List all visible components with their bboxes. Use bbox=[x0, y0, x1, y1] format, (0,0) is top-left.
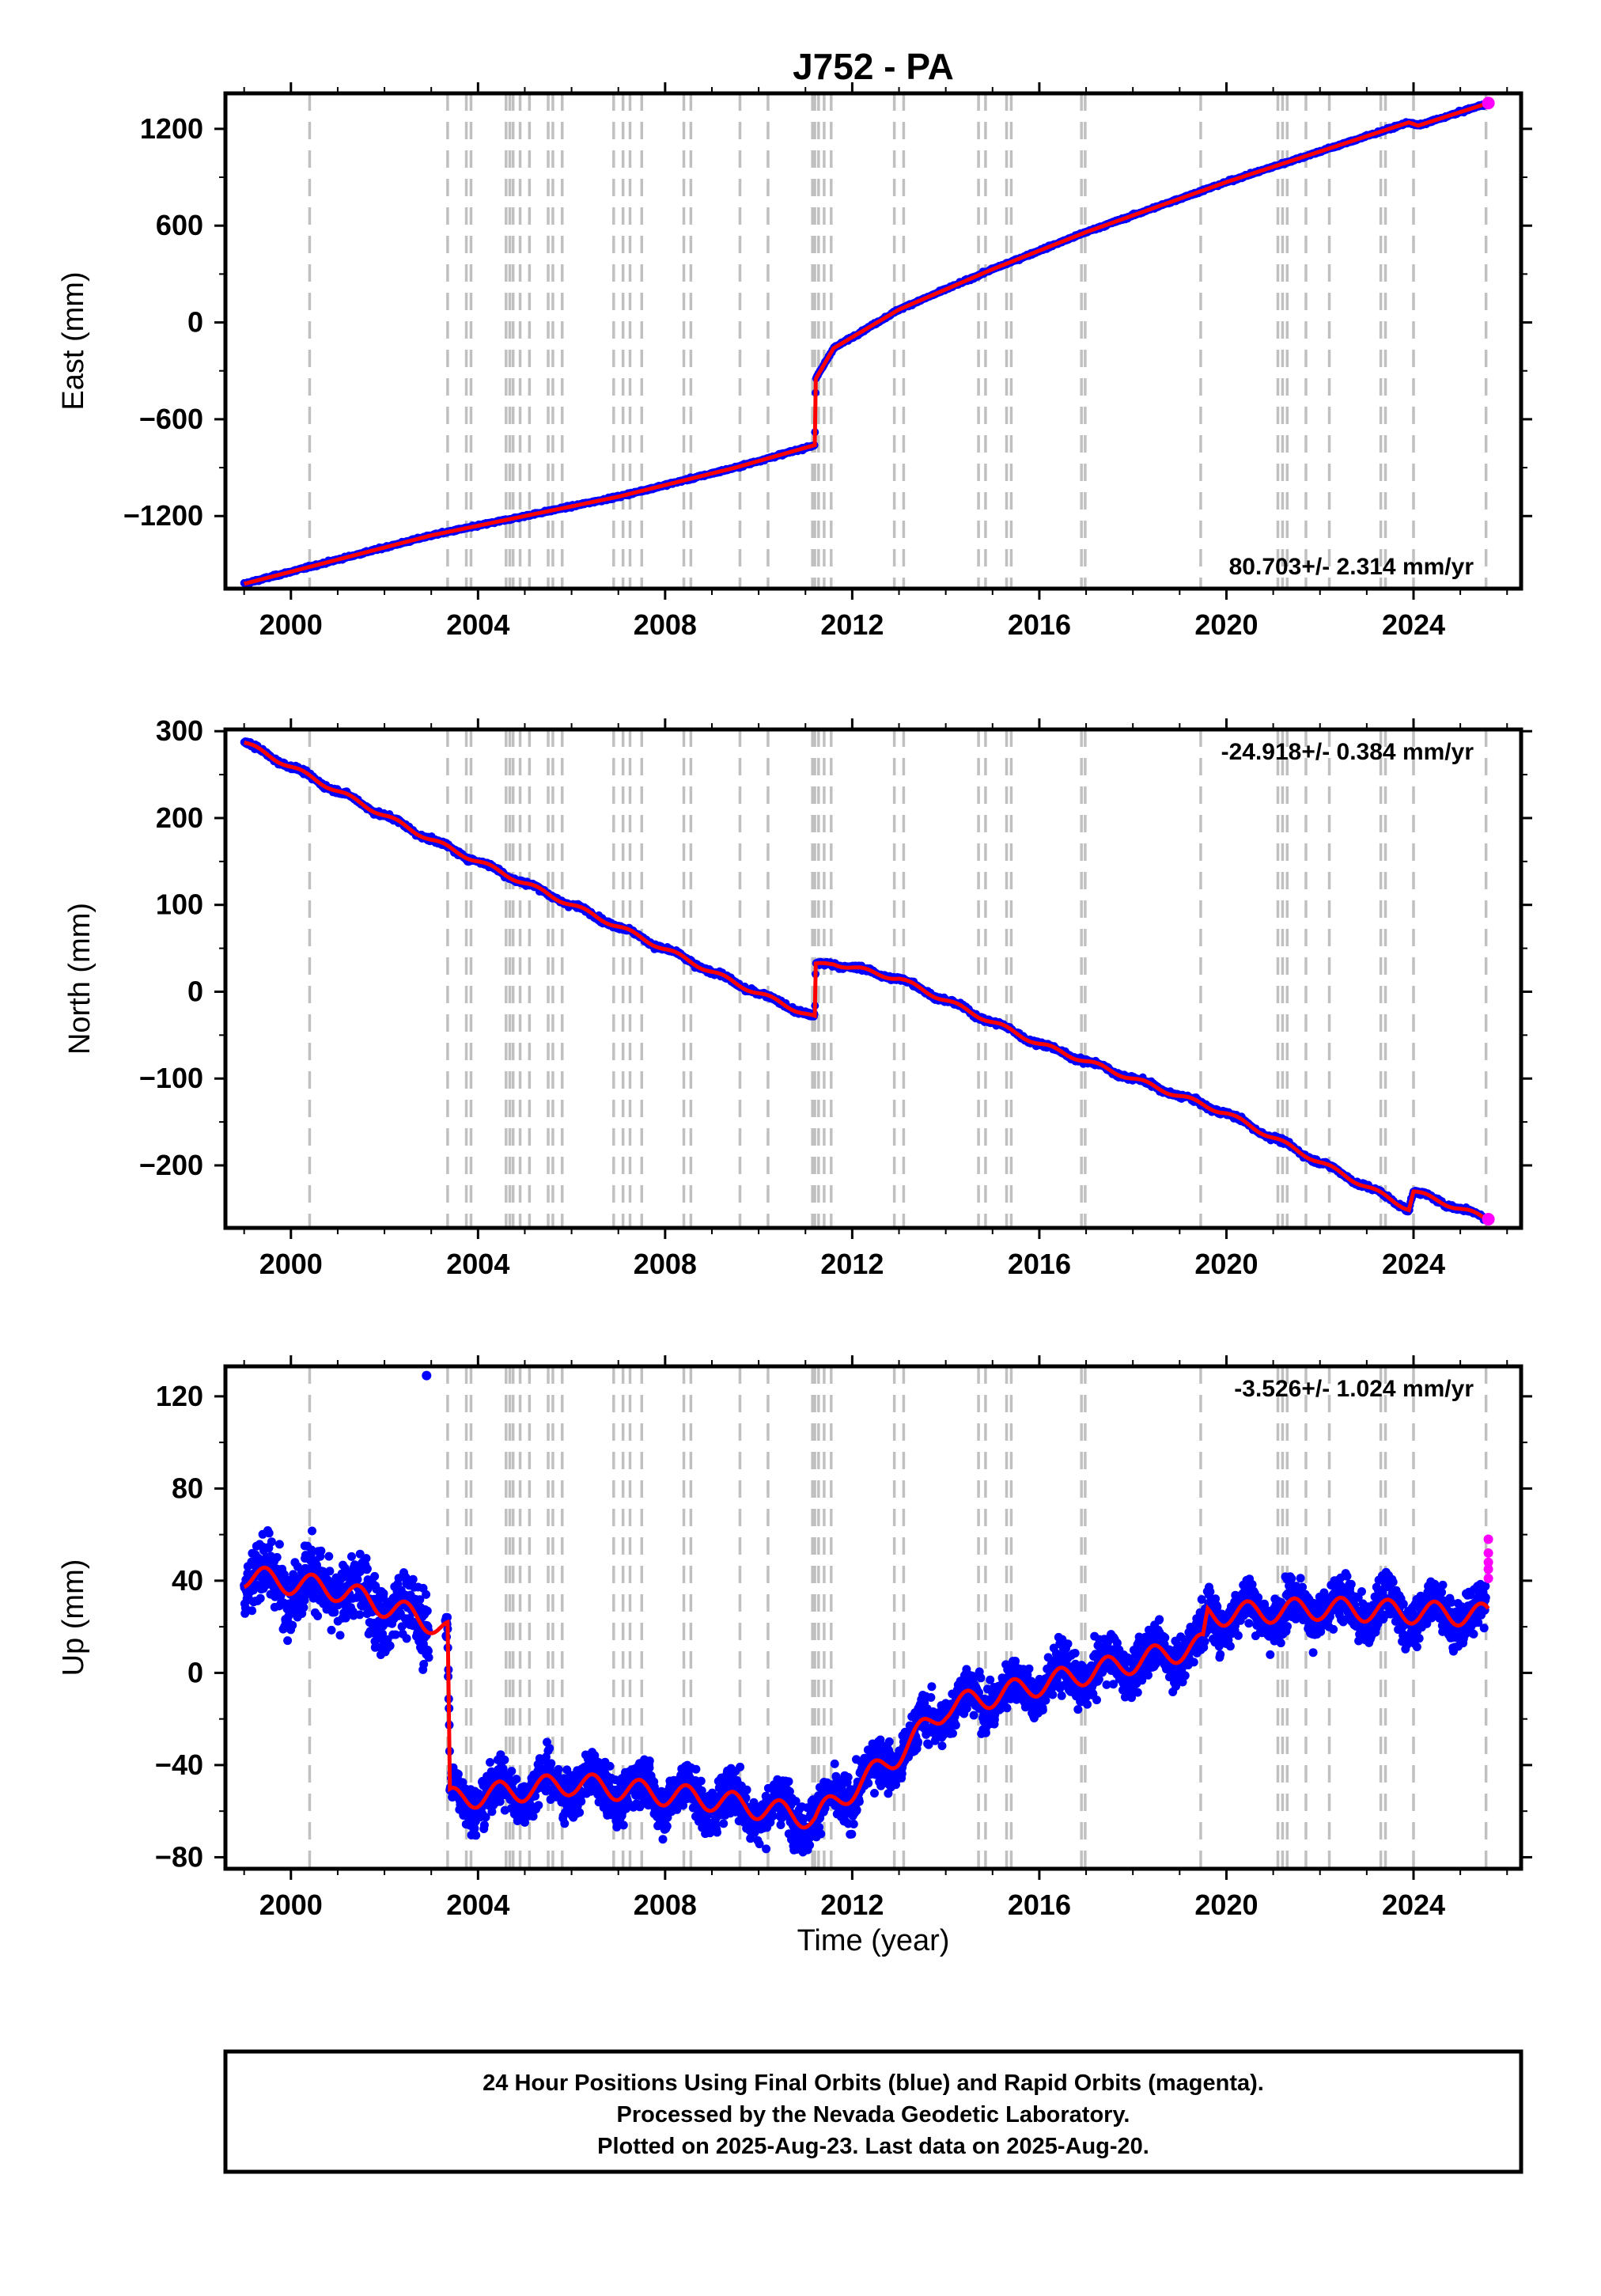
rapid-point bbox=[1482, 97, 1495, 110]
event-lines bbox=[308, 729, 1488, 1228]
data-point bbox=[272, 1552, 282, 1562]
y-tick-label: −600 bbox=[139, 403, 203, 435]
up-final-points bbox=[240, 1370, 1490, 1857]
north-final-points bbox=[240, 737, 1490, 1224]
rapid-point bbox=[1482, 1213, 1495, 1226]
north-rate-label: -24.918+/- 0.384 mm/yr bbox=[1221, 739, 1474, 765]
data-point bbox=[267, 1537, 276, 1547]
y-tick-label: 600 bbox=[156, 209, 203, 241]
x-tick-label: 2000 bbox=[259, 608, 323, 641]
data-point bbox=[264, 1529, 274, 1538]
x-tick-label: 2016 bbox=[1008, 1248, 1071, 1280]
y-tick-label: 0 bbox=[187, 306, 203, 339]
x-tick-label: 2012 bbox=[820, 1248, 884, 1280]
east-y-axis-label: East (mm) bbox=[57, 271, 90, 410]
x-tick-label: 2008 bbox=[634, 608, 697, 641]
east-rate-label: 80.703+/- 2.314 mm/yr bbox=[1229, 554, 1474, 580]
x-tick-label: 2020 bbox=[1194, 1248, 1258, 1280]
x-tick-label: 2012 bbox=[820, 608, 884, 641]
x-tick-label: 2024 bbox=[1382, 1248, 1445, 1280]
north-y-axis-label: North (mm) bbox=[63, 903, 97, 1055]
data-point bbox=[248, 1606, 257, 1616]
y-tick-label: −200 bbox=[139, 1149, 203, 1181]
data-point bbox=[283, 1636, 293, 1646]
y-tick-label: 1200 bbox=[140, 112, 203, 145]
y-tick-label: 0 bbox=[187, 975, 203, 1007]
data-point bbox=[308, 1526, 316, 1536]
x-tick-label: 2008 bbox=[634, 1248, 697, 1280]
north-frame bbox=[223, 727, 1523, 1230]
event-lines bbox=[308, 93, 1488, 589]
y-tick-label: −1200 bbox=[123, 499, 203, 532]
east-panel: 1200 600 0 −600 −1200 2000 2004 2008 2012 2016 202… bbox=[57, 82, 1532, 641]
x-tick-label: 2004 bbox=[446, 1248, 509, 1280]
data-point bbox=[255, 1593, 265, 1603]
data-point bbox=[274, 1540, 284, 1549]
y-tick-label: −100 bbox=[139, 1062, 203, 1094]
x-tick-label: 2024 bbox=[1382, 608, 1445, 641]
x-tick-label: 2020 bbox=[1194, 608, 1258, 641]
x-tick-label: 2004 bbox=[446, 608, 509, 641]
x-tick-label: 2000 bbox=[259, 1248, 323, 1280]
y-tick-label: 200 bbox=[156, 801, 203, 834]
east-frame bbox=[223, 91, 1523, 591]
north-panel: 300 200 100 0 −100 −200 2000 2004 2008 2012 2016 20… bbox=[63, 714, 1532, 1280]
data-point bbox=[288, 1620, 297, 1630]
y-tick-label: 300 bbox=[156, 714, 203, 747]
east-model-line bbox=[243, 100, 1489, 586]
y-tick-label: 100 bbox=[156, 888, 203, 921]
x-tick-label: 2016 bbox=[1008, 608, 1071, 641]
chart-title: J752 - PA bbox=[793, 46, 954, 87]
east-final-points bbox=[240, 99, 1490, 588]
